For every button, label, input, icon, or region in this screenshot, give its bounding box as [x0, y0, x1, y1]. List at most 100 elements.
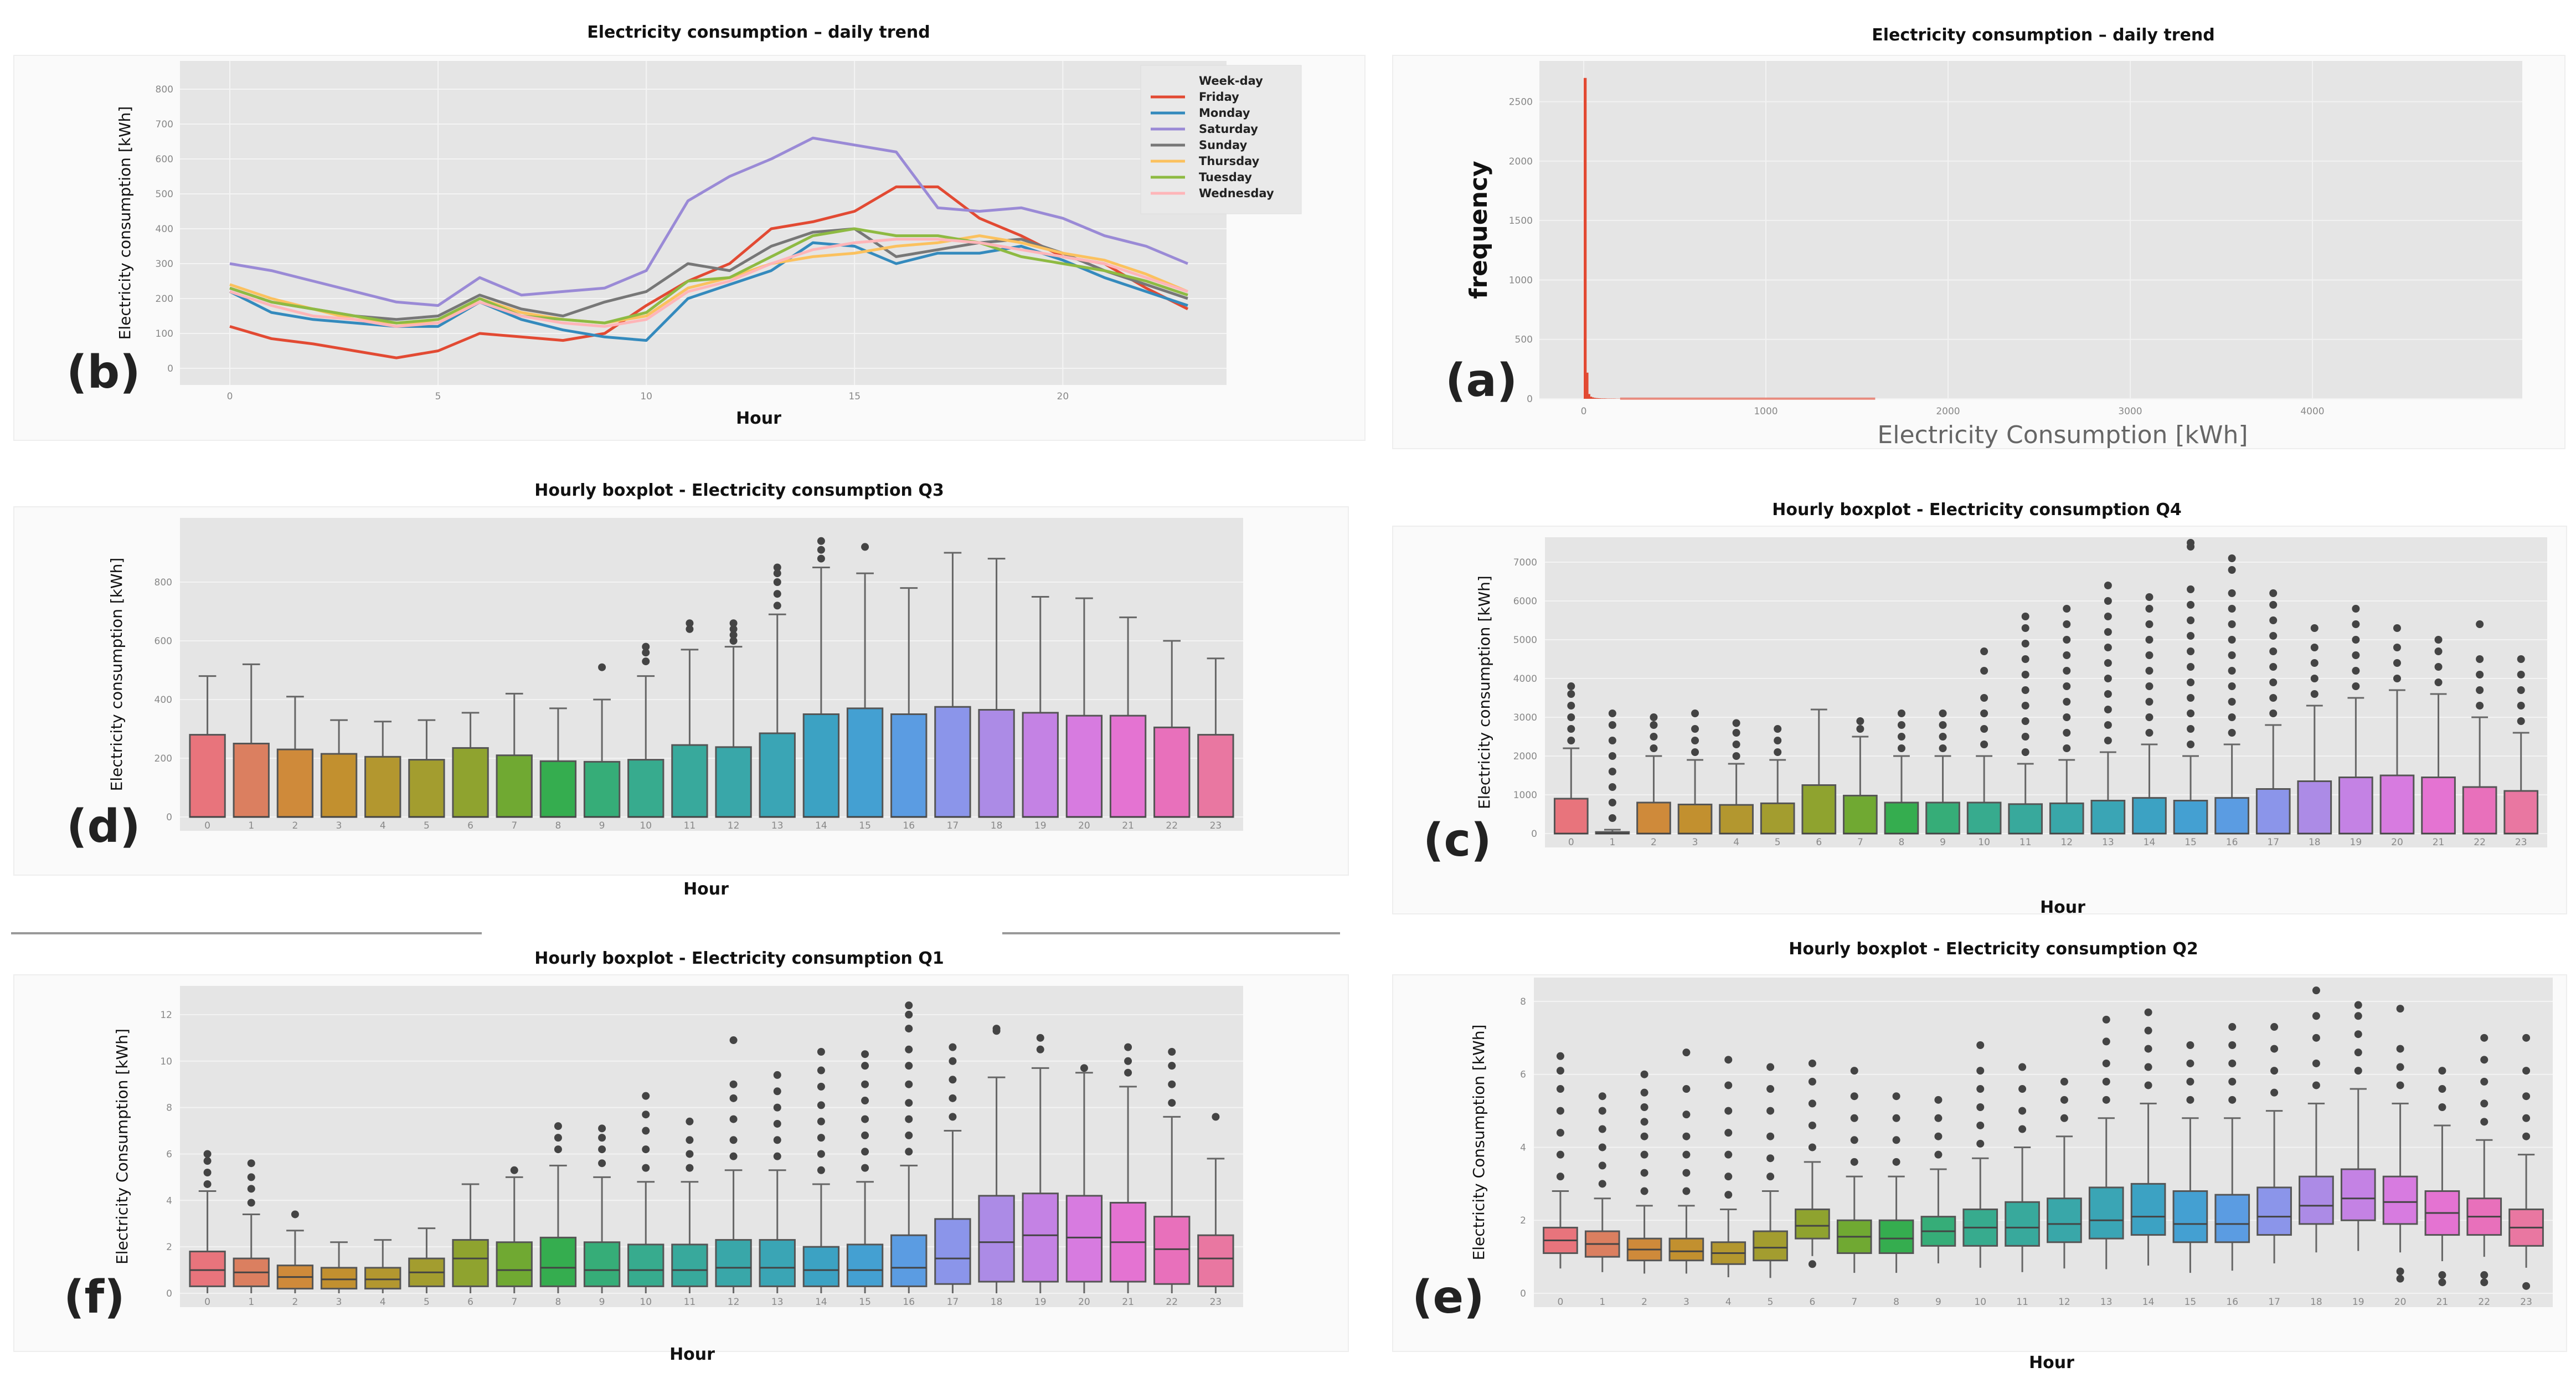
box-outlier: [1640, 1169, 1648, 1177]
box-outlier: [203, 1169, 212, 1176]
x-tick-label: 15: [2185, 1297, 2197, 1308]
box-outlier: [861, 1080, 869, 1088]
x-tick-label: 22: [2478, 1297, 2490, 1308]
box-outlier: [1036, 1045, 1044, 1053]
chart-b-daily-trend: Electricity consumption – daily trend Hou…: [13, 23, 1366, 441]
box-outlier: [817, 554, 825, 563]
box-outlier: [2269, 647, 2278, 655]
box-outlier: [686, 1164, 694, 1172]
x-tick-label: 3: [1683, 1297, 1689, 1308]
x-tick-label: 0: [1581, 406, 1587, 417]
x-tick-label: 5: [1768, 1297, 1774, 1308]
box-outlier: [1724, 1081, 1733, 1089]
box-body: [715, 746, 752, 818]
box-outlier: [817, 1066, 825, 1075]
box-outlier: [2060, 1077, 2068, 1086]
box-outlier: [1682, 1169, 1691, 1177]
x-tick-label: 5: [1775, 837, 1781, 848]
box-outlier: [905, 1025, 913, 1033]
x-tick-label: 4: [1725, 1297, 1732, 1308]
x-tick-label: 15: [859, 1297, 871, 1308]
box-outlier: [773, 590, 781, 598]
box-outlier: [1650, 744, 1658, 752]
box-outlier: [1976, 1041, 1985, 1049]
box-body: [2173, 800, 2208, 835]
box-outlier: [1640, 1132, 1648, 1140]
x-tick-label: 6: [1816, 837, 1822, 848]
series-line-sunday: [229, 227, 1188, 321]
box-outlier: [2187, 663, 2195, 671]
y-tick-label: 2500: [1509, 97, 1533, 108]
chart-c-boxplot-q4: Hourly boxplot - Electricity consumption…: [1392, 500, 2567, 917]
box-outlier: [2018, 1107, 2027, 1115]
y-axis-label: Electricity consumption [kWh]: [116, 106, 134, 340]
box-body: [1925, 801, 1960, 835]
box-outlier: [2354, 1067, 2362, 1075]
box-outlier: [2522, 1034, 2531, 1042]
x-tick-label: 20: [1057, 391, 1069, 402]
box-outlier: [2145, 713, 2153, 721]
y-tick-label: 800: [156, 84, 173, 95]
x-tick-label: 18: [991, 1297, 1003, 1308]
histogram-bar: [1600, 398, 1603, 399]
y-tick-label: 200: [154, 753, 172, 764]
histogram-bar: [1596, 398, 1600, 399]
box-outlier: [2480, 1034, 2489, 1042]
box-outlier: [1724, 1173, 1733, 1181]
box-outlier: [2476, 620, 2484, 628]
box-outlier: [1168, 1080, 1176, 1088]
y-tick-label: 200: [156, 294, 173, 305]
box-body: [408, 759, 445, 818]
x-tick-label: 15: [848, 391, 861, 402]
histogram-bar: [1601, 398, 1605, 399]
box-outlier: [1556, 1067, 1564, 1075]
box-body: [2090, 800, 2126, 835]
box-outlier: [817, 1048, 825, 1056]
box-body: [1966, 801, 2002, 835]
box-outlier: [598, 1145, 606, 1154]
box-outlier: [949, 1094, 957, 1102]
box-outlier: [2354, 1012, 2362, 1020]
box-outlier: [729, 637, 738, 645]
x-tick-label: 19: [2352, 1297, 2364, 1308]
histogram-bar: [1591, 397, 1594, 399]
x-tick-label: 1000: [1754, 406, 1778, 417]
box-outlier: [1682, 1150, 1691, 1159]
box-outlier: [642, 1145, 650, 1154]
x-tick-label: 6: [467, 1297, 473, 1308]
box-outlier: [2104, 628, 2112, 636]
box-outlier: [1124, 1068, 1132, 1077]
box-outlier: [2187, 601, 2195, 609]
box-outlier: [817, 546, 825, 554]
x-tick-label: 0: [1568, 837, 1574, 848]
box-outlier: [2352, 682, 2360, 690]
box-outlier: [817, 1166, 825, 1174]
box-body: [189, 734, 226, 818]
x-tick-label: 8: [1893, 1297, 1899, 1308]
x-tick-label: 12: [2058, 1297, 2070, 1308]
box-body: [1636, 801, 1671, 835]
box-outlier: [1732, 719, 1740, 727]
box-outlier: [2228, 636, 2236, 644]
x-tick-label: 3: [336, 1297, 342, 1308]
box-outlier: [1934, 1132, 1943, 1140]
x-tick-label: 12: [2060, 837, 2073, 848]
box-outlier: [1640, 1088, 1648, 1097]
box-outlier: [2396, 1274, 2404, 1283]
box-outlier: [2352, 667, 2360, 675]
box-body: [2382, 1175, 2418, 1225]
y-tick-label: 6000: [1513, 596, 1537, 607]
x-tick-label: 14: [815, 1297, 827, 1308]
histogram-bar: [1604, 398, 1607, 399]
box-body: [846, 1243, 884, 1287]
box-outlier: [992, 1025, 1001, 1033]
box-outlier: [2393, 624, 2401, 632]
box-outlier: [1556, 1150, 1564, 1159]
box-outlier: [2434, 636, 2443, 644]
box-body: [496, 1241, 533, 1287]
box-outlier: [1976, 1121, 1985, 1129]
box-outlier: [2021, 613, 2029, 620]
box-outlier: [247, 1159, 255, 1168]
x-tick-label: 19: [2350, 837, 2362, 848]
box-body: [364, 755, 401, 818]
